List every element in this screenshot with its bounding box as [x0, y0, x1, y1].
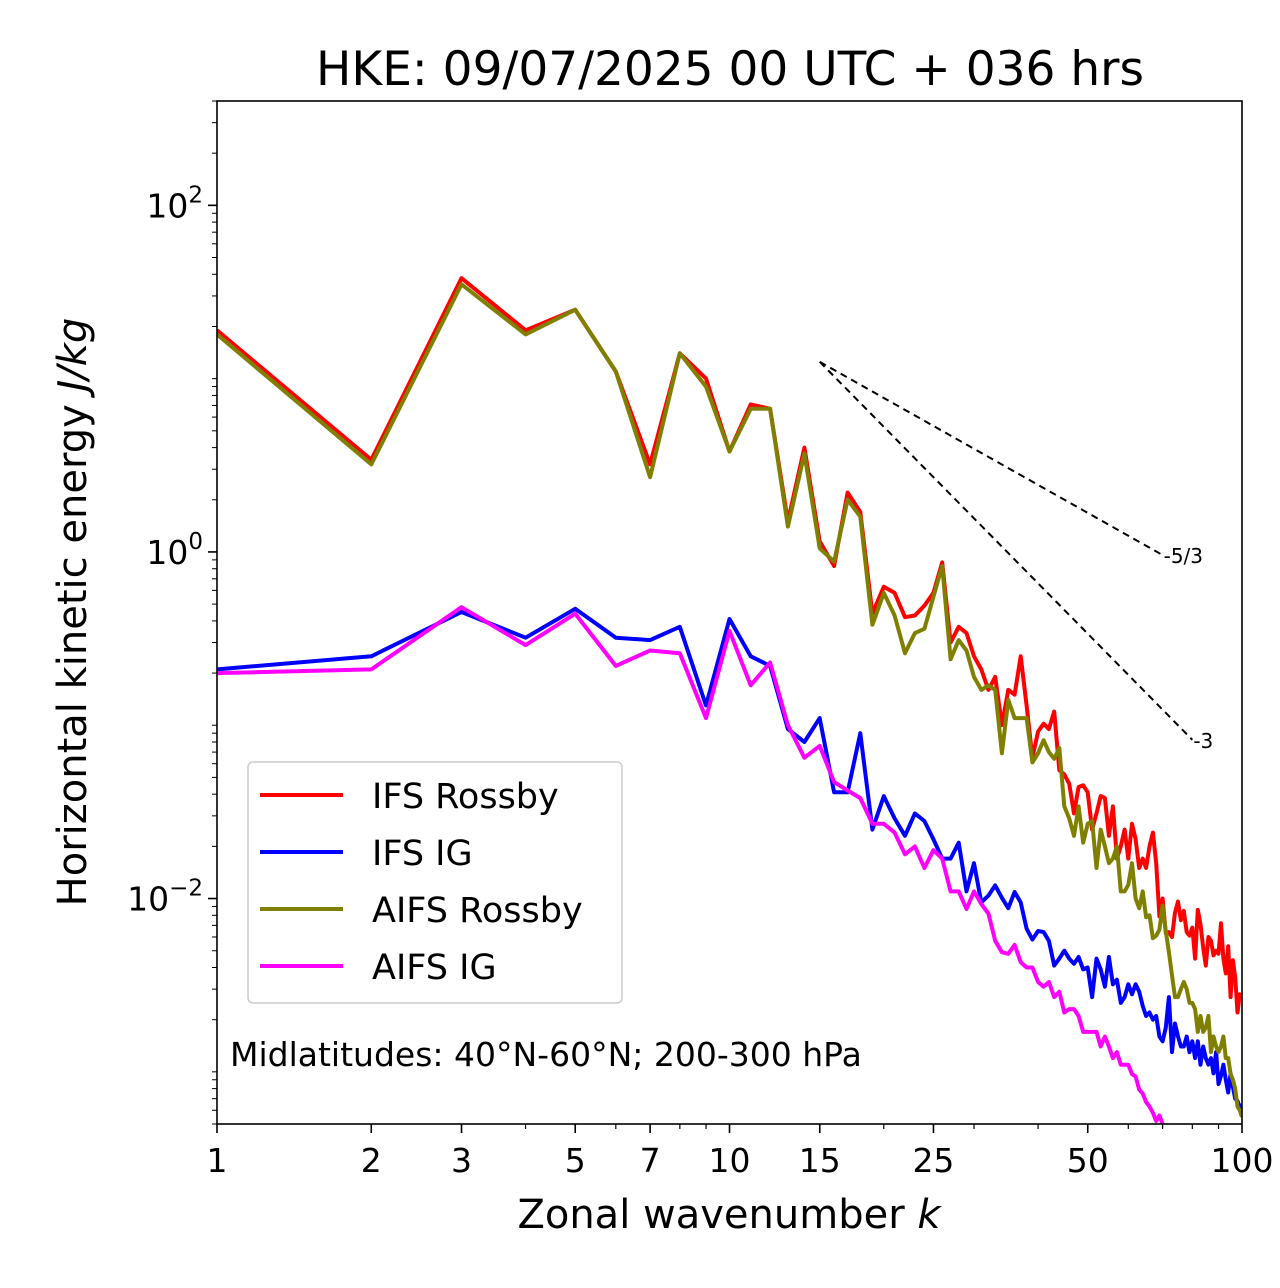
series-line-aifs-ig [217, 605, 1165, 1124]
x-tick-label: 2 [361, 1141, 382, 1180]
legend-label: IFS Rossby [372, 777, 559, 817]
reference-slopes: -5/3 -3 [819, 360, 1213, 753]
y-axis: 102 100 10−2 [127, 100, 217, 1125]
legend-label: AIFS IG [372, 948, 497, 988]
x-tick-label: 3 [451, 1141, 472, 1180]
series-line-aifs-rossby [217, 282, 1242, 1118]
x-tick-label: 50 [1067, 1141, 1109, 1180]
y-axis-label: Horizontal kinetic energy J/kg [50, 318, 96, 907]
x-tick-label: 25 [912, 1141, 954, 1180]
y-tick-label: 100 [146, 529, 203, 572]
reference-slope-label: -3 [1193, 729, 1213, 753]
y-tick-label: 102 [146, 182, 203, 225]
reference-slope-line [819, 360, 1164, 556]
series-line-ifs-rossby [217, 276, 1242, 1015]
legend-label: AIFS Rossby [372, 891, 583, 931]
y-axis-label-text: Horizontal kinetic energy [50, 404, 96, 906]
reference-slope-line [819, 361, 1194, 741]
x-axis: 1 2 3 5 7 10 15 25 50 100 [207, 1124, 1274, 1180]
x-tick-label: 1 [207, 1141, 228, 1180]
x-axis-label-var: k [917, 1192, 942, 1238]
chart-title: HKE: 09/07/2025 00 UTC + 036 hrs [316, 42, 1144, 97]
reference-slope-label: -5/3 [1164, 544, 1203, 568]
region-annotation: Midlatitudes: 40°N-60°N; 200-300 hPa [230, 1035, 862, 1074]
series-line-ifs-ig [217, 606, 1242, 1110]
x-tick-label: 10 [709, 1141, 751, 1180]
series-group [217, 276, 1242, 1124]
legend-label: IFS IG [372, 834, 473, 874]
x-tick-label: 5 [565, 1141, 586, 1180]
x-tick-label: 100 [1211, 1141, 1274, 1180]
x-axis-label-text: Zonal wavenumber [517, 1192, 905, 1238]
x-tick-label: 15 [799, 1141, 841, 1180]
y-tick-label: 10−2 [127, 876, 203, 919]
legend-box [247, 761, 623, 1004]
y-axis-label-units: J/kg [50, 318, 96, 399]
legend: IFS Rossby IFS IG AIFS Rossby AIFS IG [247, 761, 623, 1004]
x-axis-label: Zonal wavenumber k [517, 1192, 942, 1238]
x-tick-label: 7 [640, 1141, 661, 1180]
